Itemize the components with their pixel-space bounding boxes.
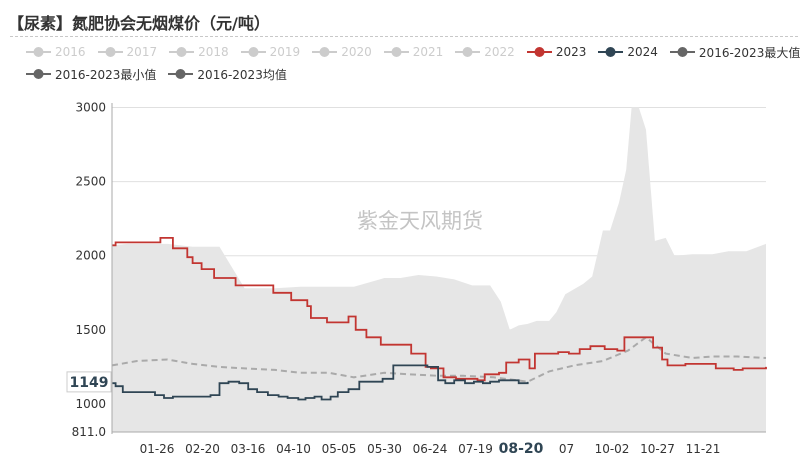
min-max-range-band bbox=[112, 107, 766, 433]
chart-title: 【尿素】氮肥协会无烟煤价（元/吨） bbox=[8, 14, 270, 33]
x-tick-label: 05-30 bbox=[367, 442, 402, 456]
x-tick-label: 10-02 bbox=[595, 442, 630, 456]
legend-label: 2016 bbox=[55, 45, 86, 59]
legend-item-2016[interactable]: 2016 bbox=[26, 45, 86, 59]
legend-label: 2017 bbox=[126, 45, 158, 59]
legend-item-2016-2023最大值[interactable]: 2016-2023最大值 bbox=[669, 44, 801, 61]
legend-item-2020[interactable]: 2020 bbox=[312, 45, 372, 59]
y-tick-label: 2000 bbox=[75, 249, 106, 263]
x-tick-label: 05-05 bbox=[322, 442, 357, 456]
legend-item-2024[interactable]: 2024 bbox=[598, 45, 658, 59]
chart-legend: 2016 2017 2018 2019 2020 2021 2022 2023 2024 2016… bbox=[26, 41, 800, 85]
legend-marker-icon bbox=[168, 69, 194, 79]
legend-label: 2023 bbox=[555, 45, 587, 59]
legend-item-2021[interactable]: 2021 bbox=[383, 45, 444, 59]
legend-marker-icon bbox=[26, 69, 51, 79]
legend-marker-icon bbox=[26, 47, 51, 57]
legend-marker-icon bbox=[598, 47, 624, 57]
watermark-text: 紫金天风期货 bbox=[357, 209, 483, 233]
y-tick-label: 1000 bbox=[75, 397, 106, 411]
legend-label: 2021 bbox=[412, 45, 444, 59]
x-tick-label: 03-16 bbox=[231, 442, 266, 456]
legend-label: 2019 bbox=[269, 45, 301, 59]
series-mean-line[interactable] bbox=[111, 336, 767, 383]
legend-item-2022[interactable]: 2022 bbox=[455, 45, 515, 59]
x-tick-label: 02-20 bbox=[185, 442, 220, 456]
x-tick-label: 04-10 bbox=[276, 442, 311, 456]
legend-label: 2018 bbox=[198, 45, 229, 59]
title-divider bbox=[10, 36, 798, 37]
legend-label: 2024 bbox=[627, 45, 658, 59]
x-axis-pointer-box bbox=[498, 439, 544, 459]
series-2024-line[interactable] bbox=[112, 364, 529, 401]
x-tick-label: 07 bbox=[559, 442, 574, 456]
legend-label: 2016-2023最大值 bbox=[698, 45, 801, 60]
y-tick-label: 811.0 bbox=[72, 425, 106, 439]
x-tick-label: 07-19 bbox=[458, 442, 493, 456]
legend-marker-icon bbox=[240, 47, 266, 57]
legend-marker-icon bbox=[526, 47, 552, 57]
legend-row: 2016 2017 2018 2019 2020 2021 2022 2023 2024 2016… bbox=[26, 41, 800, 63]
y-tick-label: 1500 bbox=[75, 323, 106, 337]
legend-marker-icon bbox=[455, 47, 481, 57]
legend-marker-icon bbox=[169, 47, 195, 57]
legend-marker-icon bbox=[669, 47, 695, 57]
x-axis-pointer-label: 08-20 bbox=[499, 441, 544, 457]
y-axis-pointer-label: 1149 bbox=[70, 375, 109, 391]
legend-item-2019[interactable]: 2019 bbox=[240, 45, 301, 59]
y-tick-label: 2500 bbox=[75, 175, 106, 189]
legend-label: 2020 bbox=[341, 45, 372, 59]
legend-marker-icon bbox=[312, 47, 338, 57]
legend-item-2016-2023最小值[interactable]: 2016-2023最小值 bbox=[26, 66, 156, 83]
legend-marker-icon bbox=[383, 47, 409, 57]
legend-row: 2016-2023最小值 2016-2023均值 bbox=[26, 63, 796, 85]
y-tick-label: 3000 bbox=[75, 100, 106, 114]
series-2023-line[interactable] bbox=[112, 236, 767, 382]
legend-item-2023[interactable]: 2023 bbox=[526, 45, 587, 59]
legend-label: 2022 bbox=[484, 45, 515, 59]
legend-label: 2016-2023均值 bbox=[197, 67, 287, 82]
legend-item-2018[interactable]: 2018 bbox=[169, 45, 229, 59]
x-tick-label: 06-24 bbox=[413, 442, 448, 456]
legend-item-2017[interactable]: 2017 bbox=[97, 45, 158, 59]
legend-marker-icon bbox=[97, 47, 123, 57]
x-tick-label: 10-27 bbox=[640, 442, 675, 456]
x-tick-label: 01-26 bbox=[140, 442, 175, 456]
legend-item-2016-2023均值[interactable]: 2016-2023均值 bbox=[168, 66, 287, 83]
legend-label: 2016-2023最小值 bbox=[55, 67, 157, 82]
y-axis-pointer-box bbox=[66, 371, 112, 393]
x-tick-label: 11-21 bbox=[686, 442, 721, 456]
